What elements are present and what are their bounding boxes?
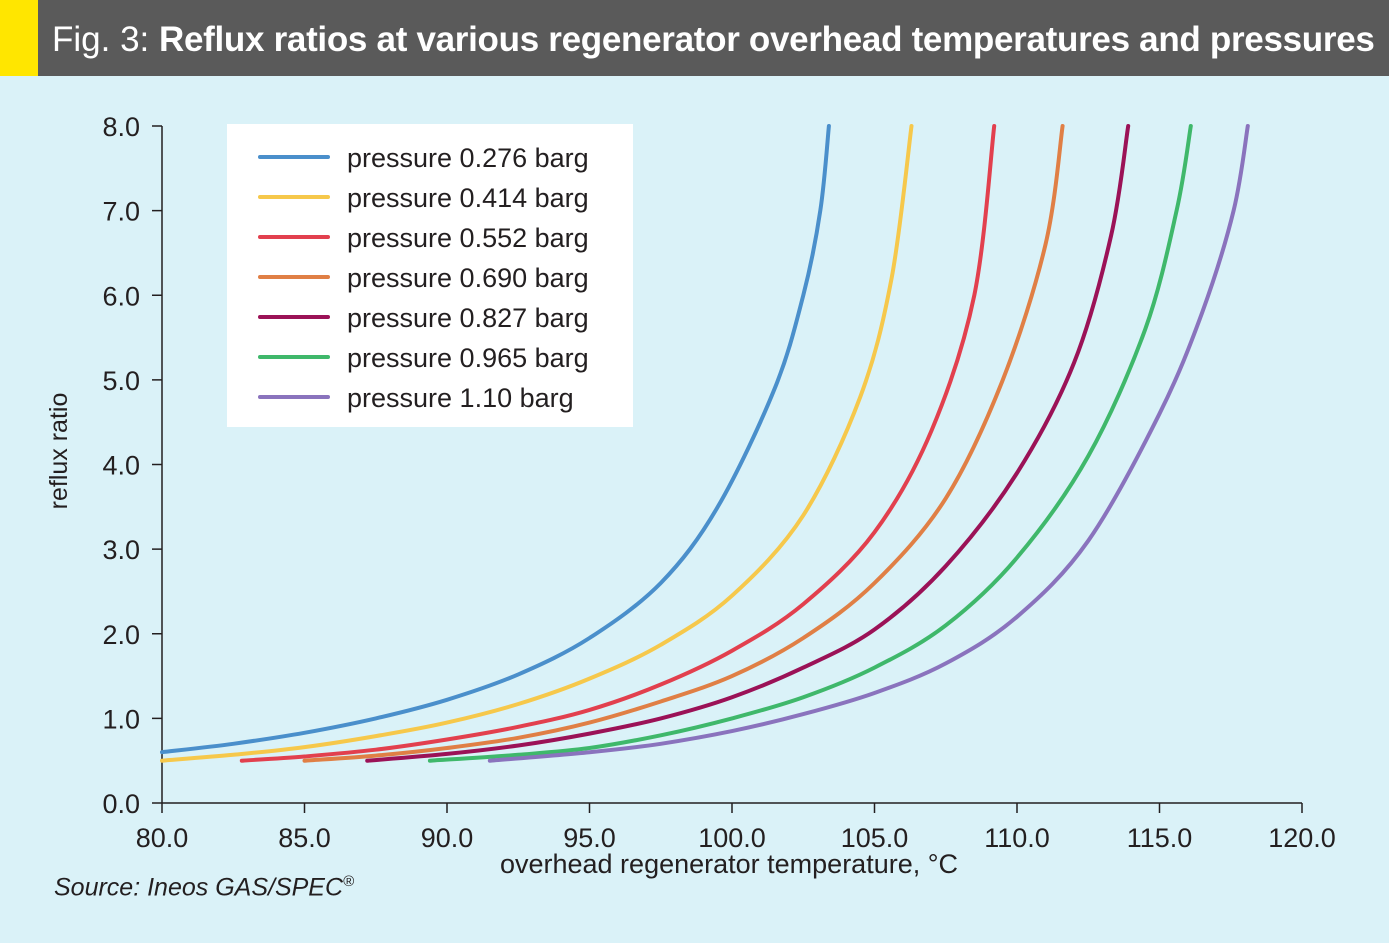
figure-number: Fig. 3: — [52, 20, 150, 59]
series-line-1 — [160, 124, 831, 755]
y-tick-label: 6.0 — [102, 281, 140, 311]
series-line-3 — [239, 124, 997, 763]
legend-label-5: pressure 0.827 barg — [347, 303, 589, 333]
y-tick-label: 0.0 — [102, 789, 140, 819]
x-tick-label: 105.0 — [841, 823, 909, 853]
line-chart: 80.0 85.0 90.0 95.0 100.0 105.0 110.0 115.0 120.… — [45, 112, 1336, 879]
figure-title: Fig. 3: Reflux ratios at various regener… — [52, 18, 1375, 62]
x-tick-label: 100.0 — [698, 823, 766, 853]
figure-title-text: Reflux ratios at various regenerator ove… — [159, 20, 1375, 59]
y-tick-label: 4.0 — [102, 451, 140, 481]
series-line-4 — [302, 124, 1065, 763]
y-tick-label: 5.0 — [102, 366, 140, 396]
legend-label-7: pressure 1.10 barg — [347, 383, 574, 413]
series-line-2 — [160, 124, 914, 763]
legend-label-6: pressure 0.965 barg — [347, 343, 589, 373]
legend-label-4: pressure 0.690 barg — [347, 263, 589, 293]
legend-label-1: pressure 0.276 barg — [347, 143, 589, 173]
series-line-5 — [365, 124, 1131, 763]
x-tick-label: 120.0 — [1268, 823, 1336, 853]
series-line-6 — [427, 124, 1193, 763]
title-accent-bar — [0, 0, 38, 76]
x-tick-label: 115.0 — [1127, 823, 1193, 853]
y-tick-label: 7.0 — [102, 197, 140, 227]
x-tick-label: 110.0 — [984, 823, 1050, 853]
y-tick-label: 2.0 — [102, 620, 140, 650]
y-tick-label: 3.0 — [102, 535, 140, 565]
x-tick-label: 85.0 — [278, 823, 331, 853]
series-line-7 — [487, 124, 1250, 763]
source-text: Source: Ineos GAS/SPEC — [54, 873, 344, 902]
legend-label-3: pressure 0.552 barg — [347, 223, 589, 253]
legend-label-2: pressure 0.414 barg — [347, 183, 589, 213]
x-tick-label: 90.0 — [421, 823, 474, 853]
x-tick-label: 80.0 — [136, 823, 189, 853]
registered-mark: ® — [343, 873, 355, 890]
x-tick-label: 95.0 — [563, 823, 616, 853]
y-axis-label: reflux ratio — [45, 393, 73, 510]
x-axis-label: overhead regenerator temperature, °C — [500, 849, 958, 879]
source-note: Source: Ineos GAS/SPEC® — [54, 873, 354, 902]
y-tick-label: 1.0 — [102, 704, 140, 734]
y-tick-label: 8.0 — [102, 112, 140, 142]
title-bar: Fig. 3: Reflux ratios at various regener… — [0, 0, 1389, 76]
